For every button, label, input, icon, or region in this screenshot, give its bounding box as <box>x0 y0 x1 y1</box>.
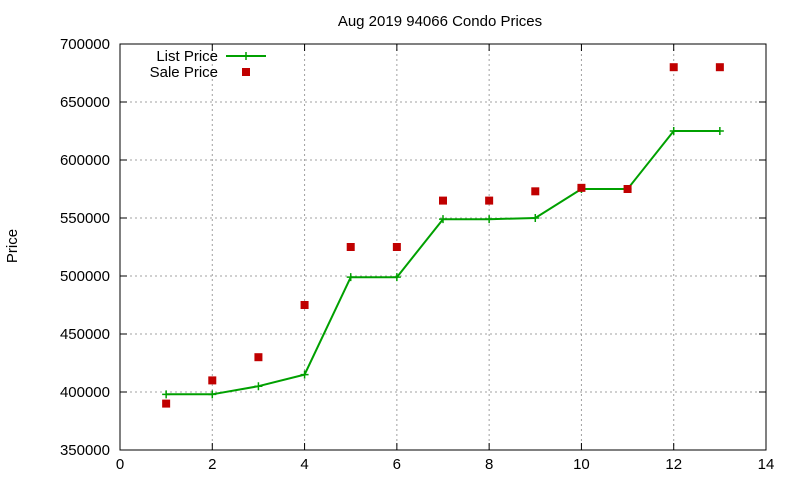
y-tick-label: 350000 <box>60 442 110 459</box>
y-tick-label: 550000 <box>60 210 110 227</box>
x-tick-label: 0 <box>116 456 124 473</box>
y-tick-label: 700000 <box>60 36 110 53</box>
series-line-list-price <box>166 130 720 396</box>
y-tick-label: 500000 <box>60 268 110 285</box>
legend-label: List Price <box>156 48 218 65</box>
data-point-list-price <box>254 382 263 391</box>
x-tick-label: 10 <box>573 456 590 473</box>
data-point-sale-price <box>439 196 447 205</box>
data-point-sale-price <box>715 63 724 72</box>
data-point-sale-price <box>485 196 494 205</box>
data-point-list-price <box>531 214 540 222</box>
data-point-sale-price <box>623 185 632 193</box>
x-tick-label: 8 <box>485 456 493 473</box>
data-point-sale-price <box>669 63 678 72</box>
data-point-list-price <box>669 127 678 135</box>
data-point-list-price <box>208 390 217 399</box>
legend-marker <box>242 68 250 76</box>
legend-item-sale-price: Sale Price <box>150 64 250 81</box>
y-tick-label: 650000 <box>60 94 110 111</box>
data-point-sale-price <box>392 243 401 251</box>
legend-marker <box>242 52 250 60</box>
series-sale-price <box>162 63 724 408</box>
data-point-list-price <box>300 370 309 379</box>
y-axis-label: Price <box>4 229 21 263</box>
y-tick-label: 600000 <box>60 152 110 169</box>
x-tick-label: 14 <box>758 456 775 473</box>
series-list-price <box>162 127 724 399</box>
data-point-sale-price <box>577 183 586 192</box>
y-tick-label: 450000 <box>60 326 110 343</box>
chart-title: Aug 2019 94066 Condo Prices <box>338 13 542 30</box>
data-point-sale-price <box>208 376 217 385</box>
legend-item-list-price: List Price <box>156 48 266 65</box>
data-point-list-price <box>346 273 355 282</box>
data-point-sale-price <box>300 301 309 309</box>
axes: 0 2 4 6 8 10 12 14 350000 400000 450000 500000 55000… <box>60 36 774 473</box>
x-tick-label: 4 <box>300 456 308 473</box>
y-tick-label: 400000 <box>60 384 110 401</box>
data-point-sale-price <box>162 399 171 408</box>
data-point-list-price <box>485 215 494 224</box>
data-point-sale-price <box>254 353 263 362</box>
data-point-list-price <box>715 127 724 135</box>
x-tick-label: 2 <box>208 456 216 473</box>
data-point-list-price <box>392 273 401 282</box>
plot-area <box>162 63 724 408</box>
data-point-list-price <box>162 390 171 399</box>
data-point-sale-price <box>531 187 540 196</box>
grid <box>120 44 766 450</box>
legend-label: Sale Price <box>150 64 218 81</box>
data-point-sale-price <box>346 243 355 251</box>
data-point-list-price <box>439 215 447 224</box>
plot-border <box>119 43 767 451</box>
x-tick-label: 6 <box>393 456 401 473</box>
x-tick-label: 12 <box>665 456 682 473</box>
